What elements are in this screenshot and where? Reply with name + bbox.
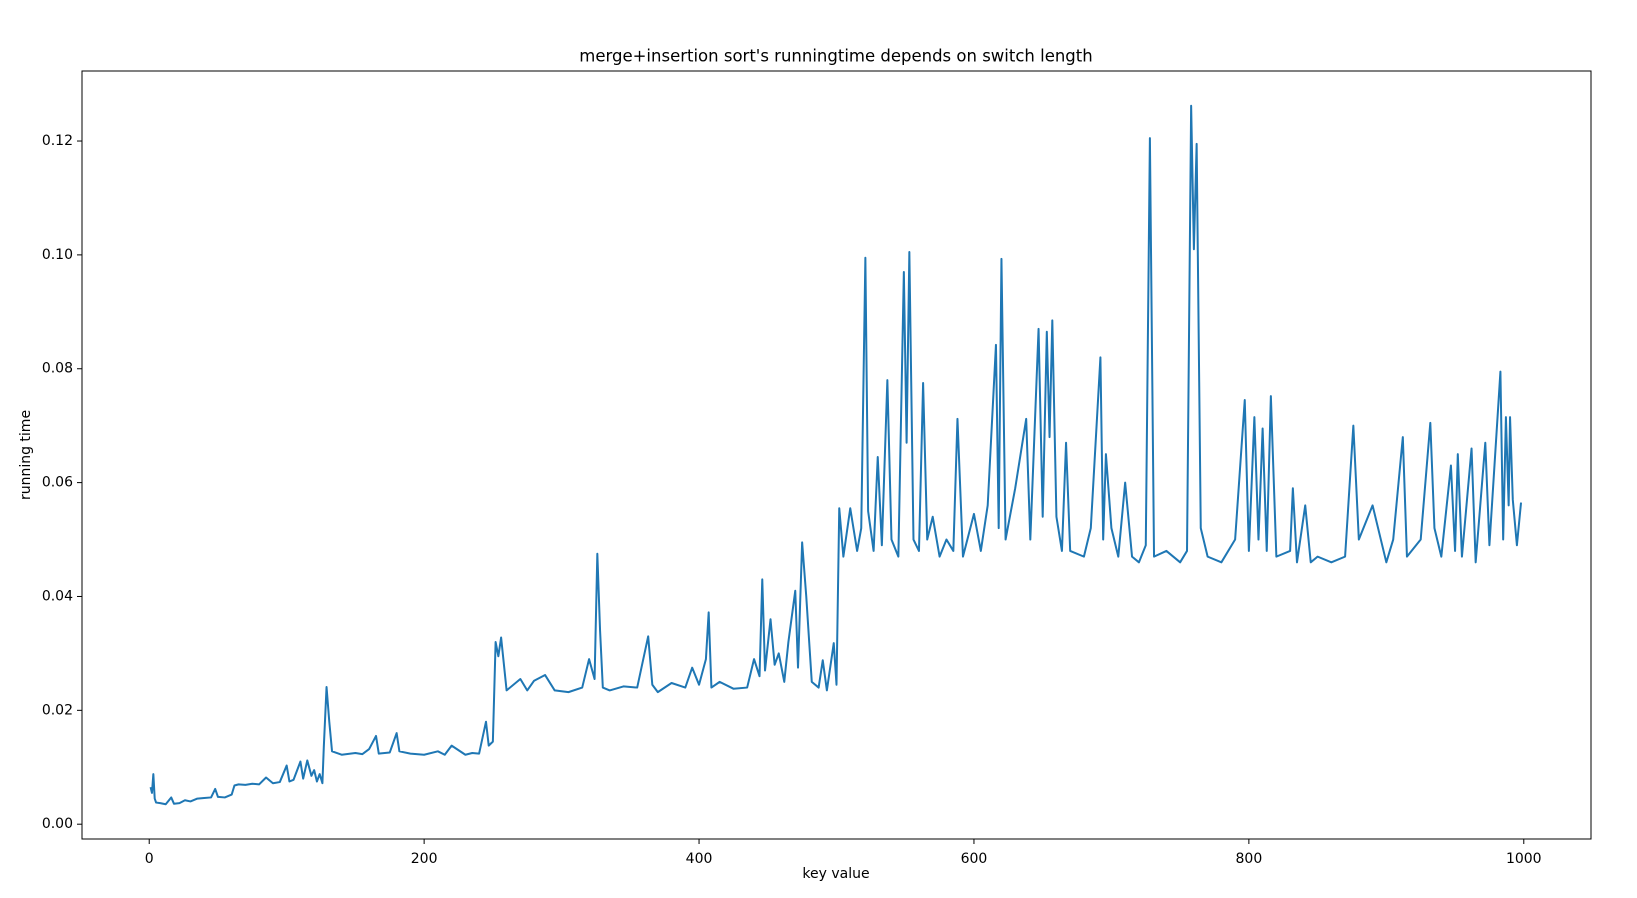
y-tick-label: 0.06 [42, 475, 73, 491]
x-tick-label: 600 [961, 851, 988, 867]
x-axis-label: key value [802, 866, 869, 882]
y-tick-label: 0.04 [42, 588, 73, 604]
x-tick-label: 0 [145, 851, 154, 867]
data-line [149, 104, 1523, 806]
y-tick-label: 0.00 [42, 816, 73, 832]
plot-frame [81, 70, 1592, 840]
x-tick-label: 1000 [1506, 851, 1542, 867]
y-tick-label: 0.12 [42, 133, 73, 149]
y-axis-label: running time [18, 410, 34, 500]
x-tick-label: 400 [686, 851, 713, 867]
x-tick-label: 800 [1236, 851, 1263, 867]
y-tick-label: 0.10 [42, 247, 73, 263]
x-tick-label: 200 [411, 851, 438, 867]
chart-title: merge+insertion sort's runningtime depen… [579, 47, 1092, 66]
y-tick-label: 0.02 [42, 702, 73, 718]
y-tick-label: 0.08 [42, 361, 73, 377]
